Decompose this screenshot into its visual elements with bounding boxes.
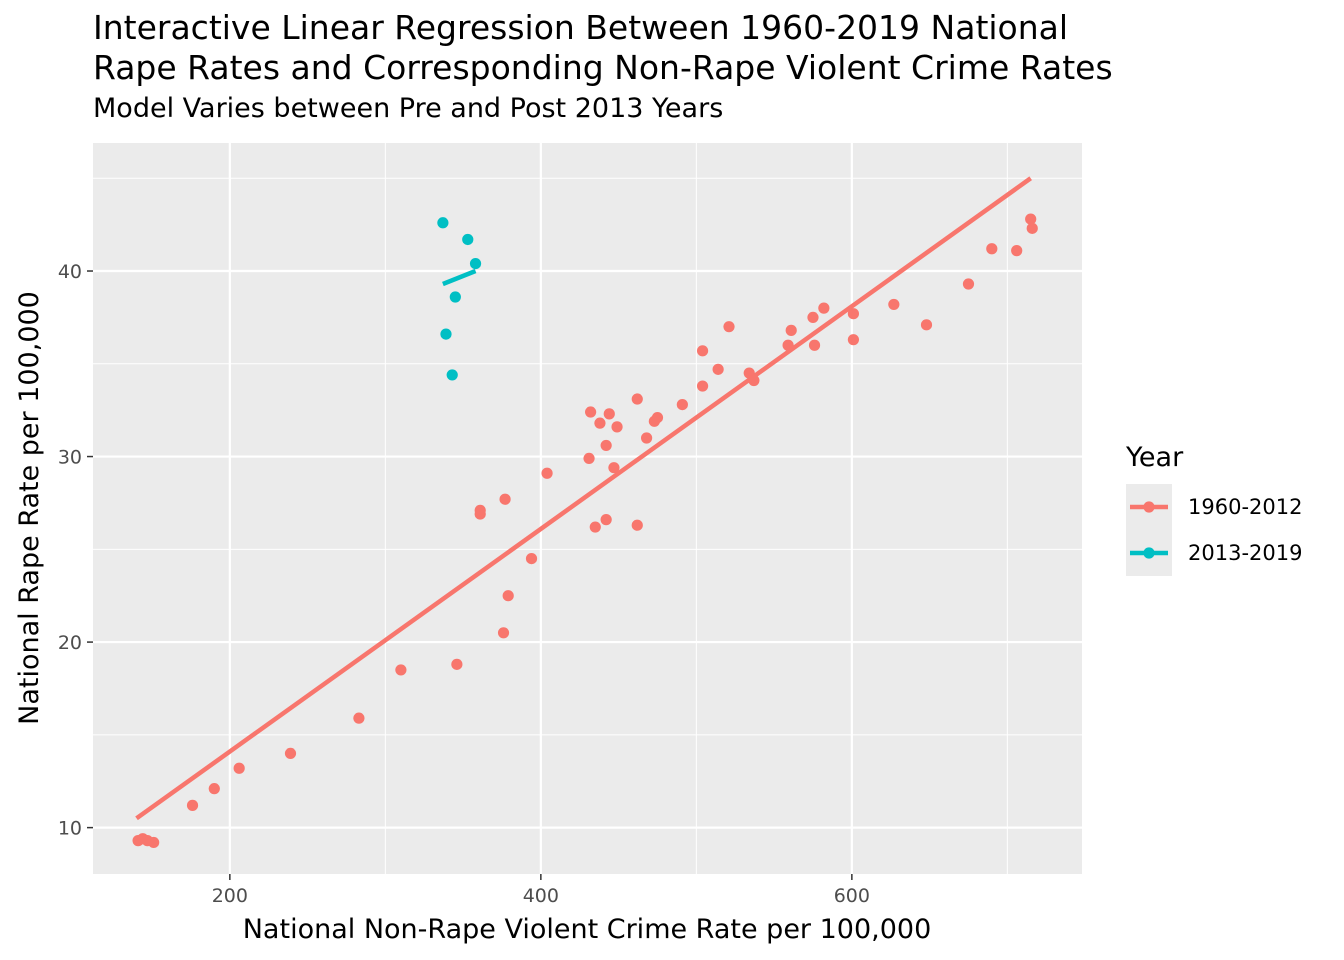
data-point bbox=[594, 417, 606, 429]
x-axis: 200 400 600 bbox=[212, 874, 870, 907]
data-point bbox=[497, 627, 510, 639]
plot-panel bbox=[93, 143, 1082, 874]
legend-label: 1960-2012 bbox=[1188, 495, 1302, 519]
data-point bbox=[284, 747, 297, 760]
data-points bbox=[132, 213, 1038, 849]
data-point bbox=[440, 328, 452, 340]
data-point bbox=[353, 712, 365, 724]
y-axis-title: National Rape Rate per 100,000 bbox=[14, 291, 45, 725]
x-tick-label: 200 bbox=[212, 885, 248, 907]
data-point bbox=[608, 462, 620, 474]
data-point bbox=[589, 521, 601, 533]
y-tick-label: 20 bbox=[58, 632, 82, 654]
x-tick-label: 400 bbox=[523, 885, 559, 907]
data-point bbox=[474, 504, 486, 516]
data-point bbox=[469, 257, 482, 270]
data-point bbox=[1025, 213, 1037, 225]
legend-key-point bbox=[1143, 501, 1155, 513]
data-point bbox=[723, 321, 735, 333]
data-point bbox=[585, 406, 597, 418]
data-point bbox=[583, 452, 595, 465]
minor-gridlines bbox=[93, 143, 1082, 874]
data-point bbox=[541, 467, 553, 479]
data-point bbox=[888, 298, 900, 311]
chart-subtitle: Model Varies between Pre and Post 2013 Y… bbox=[93, 93, 724, 124]
legend-title: Year bbox=[1125, 442, 1184, 473]
data-point bbox=[148, 836, 160, 849]
chart-title: Interactive Linear Regression Between 19… bbox=[93, 8, 1113, 87]
y-tick-label: 30 bbox=[58, 447, 82, 469]
data-point bbox=[449, 291, 461, 303]
data-point bbox=[847, 308, 860, 320]
regression-line bbox=[442, 268, 477, 287]
data-point bbox=[962, 278, 975, 290]
data-point bbox=[782, 339, 794, 351]
data-point bbox=[499, 493, 511, 505]
data-point bbox=[640, 432, 653, 444]
data-point bbox=[451, 658, 463, 670]
data-point bbox=[1011, 245, 1023, 257]
legend-label: 2013-2019 bbox=[1188, 541, 1302, 565]
data-point bbox=[446, 369, 458, 381]
data-point bbox=[502, 590, 514, 602]
data-point bbox=[603, 408, 615, 420]
data-point bbox=[808, 339, 821, 351]
data-point bbox=[186, 799, 199, 811]
data-point bbox=[631, 393, 643, 405]
regression-lines bbox=[135, 176, 1032, 821]
data-point bbox=[676, 399, 688, 411]
data-point bbox=[696, 345, 709, 357]
data-point bbox=[651, 411, 664, 424]
y-axis: 10 20 30 40 bbox=[58, 261, 93, 840]
data-point bbox=[600, 439, 612, 452]
regression-line bbox=[135, 176, 1032, 821]
data-point bbox=[920, 319, 933, 331]
data-point bbox=[1026, 222, 1038, 234]
data-point bbox=[807, 311, 819, 324]
data-point bbox=[631, 519, 643, 531]
data-point bbox=[712, 363, 724, 375]
data-point bbox=[818, 302, 830, 314]
legend-key-background bbox=[1126, 484, 1172, 576]
data-point bbox=[600, 514, 612, 526]
data-point bbox=[395, 664, 407, 676]
x-tick-label: 600 bbox=[834, 885, 870, 907]
data-point bbox=[748, 374, 760, 387]
data-point bbox=[462, 233, 474, 246]
legend-key-point bbox=[1143, 547, 1155, 559]
data-point bbox=[847, 334, 860, 346]
data-point bbox=[785, 324, 797, 336]
y-tick-label: 10 bbox=[58, 818, 82, 840]
data-point bbox=[611, 421, 623, 433]
data-point bbox=[208, 783, 220, 795]
data-point bbox=[525, 552, 538, 565]
x-axis-title: National Non-Rape Violent Crime Rate per… bbox=[243, 914, 932, 945]
legend: Year 1960-2012 2013-2019 bbox=[1125, 442, 1302, 576]
data-point bbox=[696, 380, 709, 392]
data-point bbox=[233, 762, 245, 774]
y-tick-label: 40 bbox=[58, 261, 82, 283]
data-point bbox=[437, 217, 449, 229]
data-point bbox=[986, 243, 998, 255]
